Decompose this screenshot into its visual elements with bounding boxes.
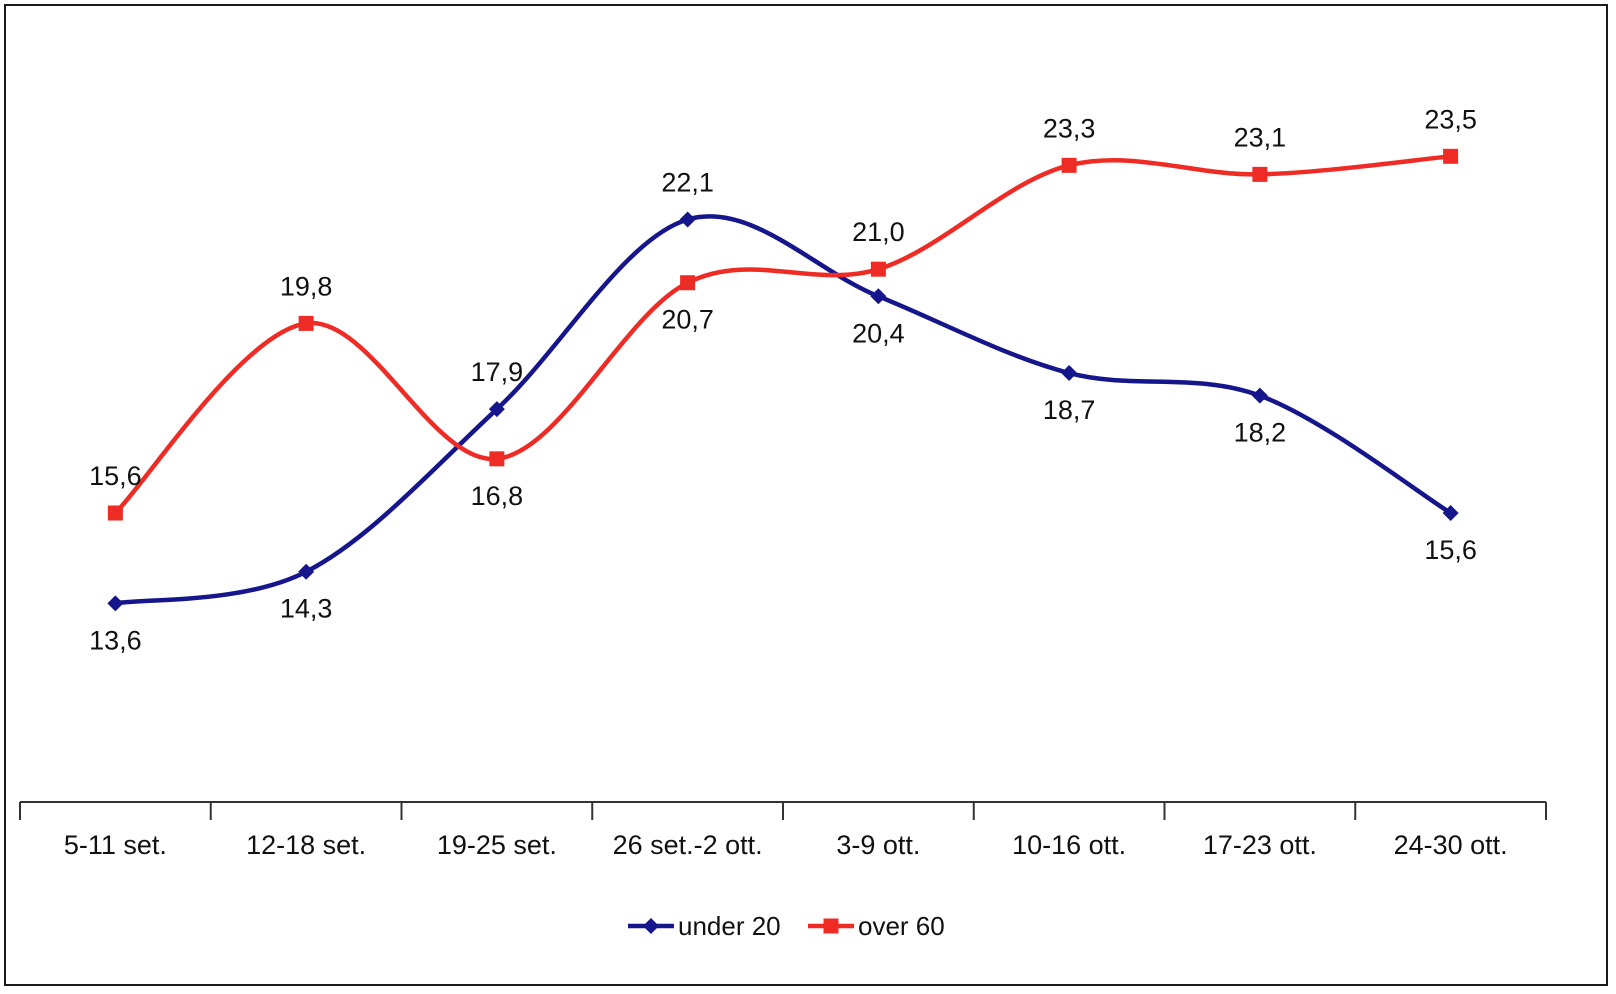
x-tick-label: 12-18 set. — [246, 830, 366, 860]
series-marker — [107, 595, 124, 612]
series-marker — [870, 261, 886, 277]
data-label: 14,3 — [280, 594, 333, 624]
series-marker — [1061, 365, 1078, 382]
series-lines — [113, 154, 1453, 606]
series-marker — [1061, 157, 1077, 173]
x-tick-label: 17-23 ott. — [1203, 830, 1317, 860]
data-label: 15,6 — [89, 461, 142, 491]
series-line-2 — [113, 154, 1453, 516]
data-label: 23,3 — [1043, 113, 1096, 143]
data-label: 18,7 — [1043, 395, 1096, 425]
series-marker — [870, 288, 887, 305]
legend-swatch-marker — [643, 918, 659, 934]
x-axis: 5-11 set. 12-18 set. 19-25 set. 26 set.-2 o… — [19, 801, 1547, 860]
series-line-1 — [113, 214, 1453, 606]
legend-item: over 60 — [808, 911, 945, 941]
series-marker — [1443, 148, 1459, 164]
series-marker — [489, 451, 505, 467]
data-label: 19,8 — [280, 271, 333, 301]
chart-frame: 5-11 set. 12-18 set. 19-25 set. 26 set.-2 o… — [4, 4, 1608, 986]
data-label: 18,2 — [1234, 418, 1287, 448]
legend: under 20 over 60 — [628, 911, 945, 941]
data-label: 22,1 — [661, 168, 714, 198]
series-marker — [679, 211, 696, 228]
x-tick-label: 26 set.-2 ott. — [613, 830, 763, 860]
line-chart: 5-11 set. 12-18 set. 19-25 set. 26 set.-2 o… — [19, 104, 1547, 941]
legend-item: under 20 — [628, 911, 781, 941]
data-label: 23,1 — [1234, 122, 1287, 152]
series-marker — [107, 505, 123, 521]
legend-label: over 60 — [858, 911, 945, 941]
data-label: 13,6 — [89, 625, 142, 655]
series-marker — [680, 275, 696, 291]
data-label: 21,0 — [852, 217, 905, 247]
series-marker — [298, 315, 314, 331]
data-label: 15,6 — [1424, 535, 1477, 565]
data-label: 17,9 — [471, 357, 524, 387]
series-marker — [488, 401, 505, 418]
data-labels: 13,6 14,3 17,9 22,1 20,4 18,7 18,2 15,6 15,6 19,8… — [89, 104, 1477, 655]
series-marker — [298, 563, 315, 580]
series-marker — [1251, 387, 1268, 404]
series-markers — [107, 148, 1459, 612]
series-marker — [1442, 505, 1459, 522]
x-tick-label: 10-16 ott. — [1012, 830, 1126, 860]
x-tick-label: 5-11 set. — [64, 830, 167, 860]
data-label: 20,4 — [852, 318, 905, 348]
x-tick-label: 24-30 ott. — [1394, 830, 1508, 860]
data-label: 23,5 — [1424, 104, 1477, 134]
data-label: 16,8 — [471, 481, 524, 511]
x-tick-label: 19-25 set. — [437, 830, 557, 860]
x-tick-label: 3-9 ott. — [836, 830, 920, 860]
legend-label: under 20 — [678, 911, 781, 941]
series-marker — [1252, 166, 1268, 182]
legend-swatch-marker — [823, 918, 839, 934]
data-label: 20,7 — [661, 305, 714, 335]
